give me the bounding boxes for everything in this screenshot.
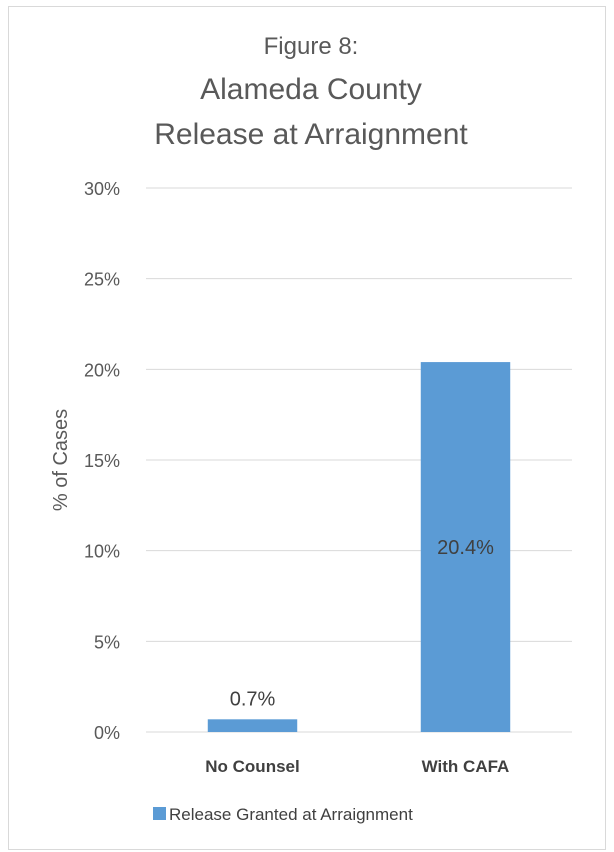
x-axis-category-labels: No Counsel With CAFA (205, 757, 509, 776)
x-category-label-with-cafa: With CAFA (422, 757, 510, 776)
bar-with-cafa (420, 362, 511, 732)
chart-title: Figure 8: Alameda County Release at Arra… (154, 33, 468, 151)
y-tick-label-25: 25% (84, 270, 120, 290)
y-tick-label-15: 15% (84, 451, 120, 471)
y-axis-label: % of Cases (50, 409, 72, 511)
chart-title-line-3: Release at Arraignment (154, 118, 468, 151)
bar-no-counsel (207, 719, 298, 732)
chart-title-line-1: Figure 8: (264, 33, 359, 60)
y-tick-label-5: 5% (94, 632, 120, 652)
y-tick-label-30: 30% (84, 179, 120, 199)
y-axis-tick-labels: 0% 5% 10% 15% 20% 25% 30% (84, 179, 120, 743)
bars (207, 362, 511, 732)
y-tick-label-10: 10% (84, 542, 120, 562)
x-category-label-no-counsel: No Counsel (205, 757, 299, 776)
legend-swatch (153, 807, 166, 820)
legend-entry-label: Release Granted at Arraignment (169, 805, 413, 824)
y-tick-label-20: 20% (84, 360, 120, 380)
chart-title-line-2: Alameda County (200, 73, 422, 106)
data-label-no-counsel: 0.7% (230, 688, 276, 710)
data-label-with-cafa: 20.4% (437, 537, 494, 559)
data-labels: 0.7% 20.4% (230, 537, 494, 710)
legend: Release Granted at Arraignment (153, 805, 413, 824)
y-tick-label-0: 0% (94, 723, 120, 743)
